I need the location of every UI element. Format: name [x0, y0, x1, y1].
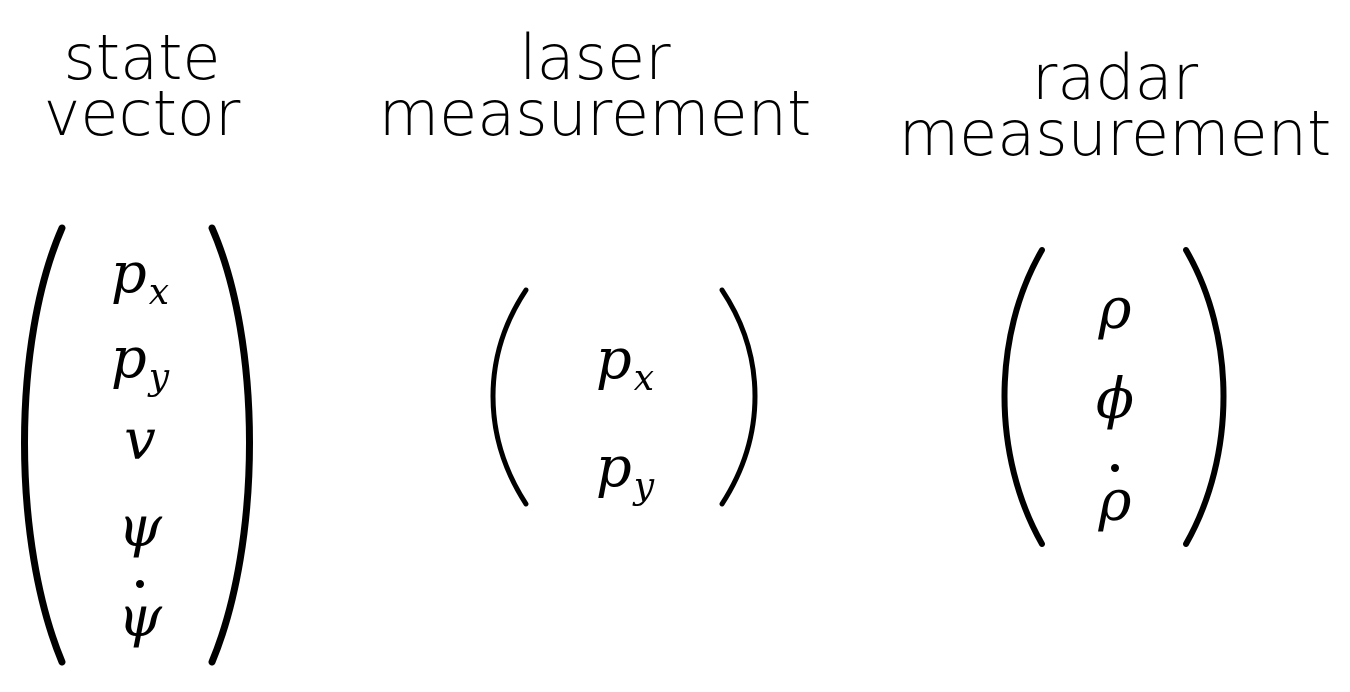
state-vector-entry: ψ [80, 590, 200, 646]
laser-entry-subscript: x [634, 358, 654, 399]
radar-entry: ϕ [1060, 372, 1170, 428]
state-vector-entry: v [80, 413, 200, 469]
state-vector-heading-line-2: vector [37, 86, 247, 142]
laser-entry-subscript: y [634, 466, 654, 507]
state-entry-symbol: p [111, 246, 147, 302]
radar-entry-symbol: ρ [1099, 282, 1132, 338]
state-vector-heading: state vector [37, 30, 247, 142]
laser-left-paren [482, 286, 542, 516]
laser-right-paren [710, 286, 770, 516]
radar-heading-line-2: measurement [892, 106, 1338, 162]
radar-measurement-heading: radar measurement [892, 50, 1338, 162]
radar-entry: ρ [1060, 474, 1170, 530]
laser-entry: px [560, 332, 690, 407]
radar-entry: ρ [1060, 282, 1170, 338]
laser-heading-line-2: measurement [372, 86, 818, 142]
state-vector-entry: py [80, 331, 200, 406]
radar-entry-symbol: ϕ [1096, 372, 1134, 428]
state-entry-symbol: ψ [118, 500, 162, 556]
laser-measurement-heading: laser measurement [372, 30, 818, 142]
radar-left-paren [996, 246, 1056, 556]
laser-entry-symbol: p [596, 440, 632, 496]
radar-right-paren [1176, 246, 1236, 556]
state-entry-symbol: v [124, 413, 156, 469]
state-vector-left-paren [18, 222, 78, 672]
laser-entry: py [560, 440, 690, 515]
state-entry-symbol: p [111, 331, 147, 387]
state-vector-entry: ψ [80, 500, 200, 556]
state-entry-subscript: y [149, 357, 169, 398]
state-entry-symbol-dotted: ψ [118, 590, 162, 646]
state-entry-subscript: x [149, 272, 169, 313]
radar-entry-symbol-dotted: ρ [1099, 474, 1132, 530]
state-vector-entry: px [80, 246, 200, 321]
laser-entry-symbol: p [596, 332, 632, 388]
state-vector-right-paren [200, 222, 260, 672]
